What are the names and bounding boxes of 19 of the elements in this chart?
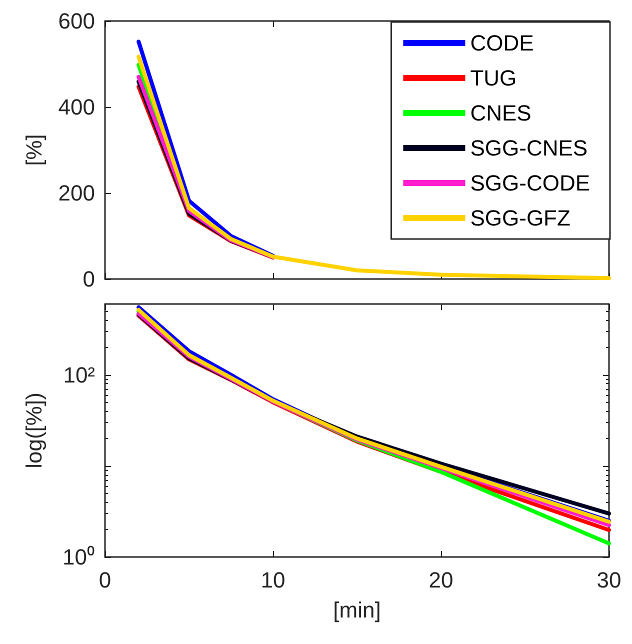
- x-tick-label: 0: [98, 568, 112, 592]
- y-tick-label: 10⁰: [62, 544, 95, 570]
- y-tick-label: 400: [58, 94, 95, 120]
- legend-label: SGG-GFZ: [470, 206, 570, 230]
- y-tick-label: 200: [58, 180, 95, 206]
- x-axis-title: [min]: [333, 598, 381, 622]
- x-tick-label: 10: [260, 568, 286, 592]
- y-axis-title: log([%]): [22, 392, 46, 468]
- y-axis-title: [%]: [22, 134, 46, 166]
- x-tick-label: 30: [596, 568, 622, 592]
- legend-label: CODE: [470, 30, 534, 56]
- y-tick-label: 0: [82, 266, 95, 292]
- legend-label: CNES: [470, 100, 532, 126]
- legend-label: SGG-CODE: [470, 170, 590, 196]
- y-tick-label: 10²: [63, 362, 95, 388]
- legend-label: TUG: [470, 66, 517, 90]
- legend-label: SGG-CNES: [470, 136, 588, 160]
- y-tick-label: 600: [58, 8, 95, 34]
- x-tick-label: 20: [428, 568, 454, 592]
